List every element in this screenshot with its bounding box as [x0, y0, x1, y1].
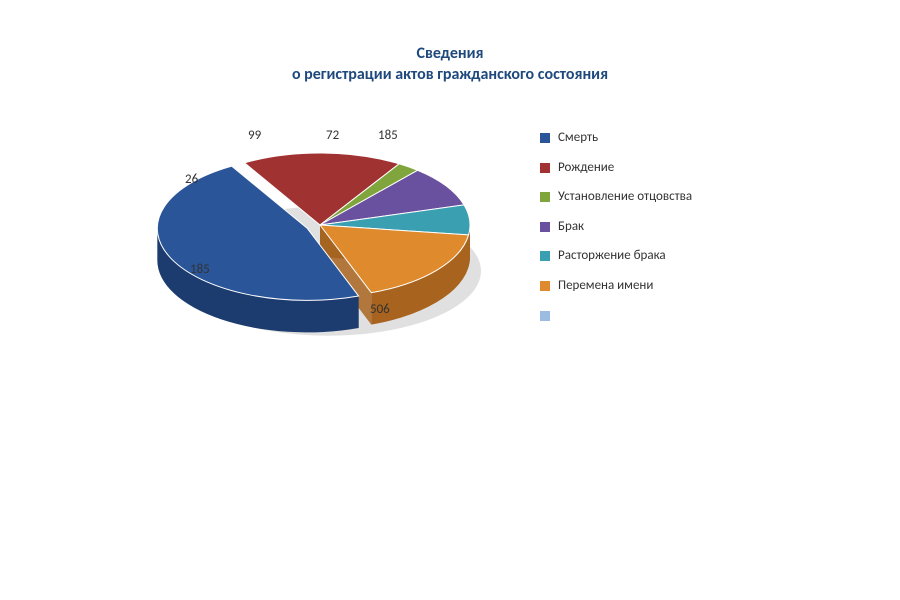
- legend-swatch: [540, 251, 550, 261]
- legend-swatch: [540, 222, 550, 232]
- data-label: 99: [248, 128, 261, 143]
- data-label: 26: [185, 172, 198, 187]
- legend-label: Расторжение брака: [558, 248, 666, 264]
- legend-swatch: [540, 281, 550, 291]
- legend: Смерть Рождение Установление отцовства Брак…: [540, 130, 692, 335]
- legend-label: Брак: [558, 219, 584, 235]
- legend-item: Брак: [540, 219, 692, 235]
- legend-label: Перемена имени: [558, 278, 653, 294]
- legend-swatch: [540, 133, 550, 143]
- pie-3d-chart: [0, 0, 900, 600]
- legend-swatch: [540, 163, 550, 173]
- data-label: 506: [370, 302, 390, 317]
- legend-label: Установление отцовства: [558, 189, 692, 205]
- legend-item: Расторжение брака: [540, 248, 692, 264]
- legend-label: Рождение: [558, 160, 614, 176]
- data-label: 72: [326, 128, 339, 143]
- legend-item: [540, 308, 692, 321]
- legend-item: Рождение: [540, 160, 692, 176]
- data-label: 185: [190, 262, 210, 277]
- legend-item: Смерть: [540, 130, 692, 146]
- legend-item: Перемена имени: [540, 278, 692, 294]
- legend-item: Установление отцовства: [540, 189, 692, 205]
- legend-label: Смерть: [558, 130, 598, 146]
- chart-container: Сведения о регистрации актов гражданског…: [0, 0, 900, 600]
- legend-swatch: [540, 311, 550, 321]
- data-label: 185: [378, 128, 398, 143]
- legend-swatch: [540, 192, 550, 202]
